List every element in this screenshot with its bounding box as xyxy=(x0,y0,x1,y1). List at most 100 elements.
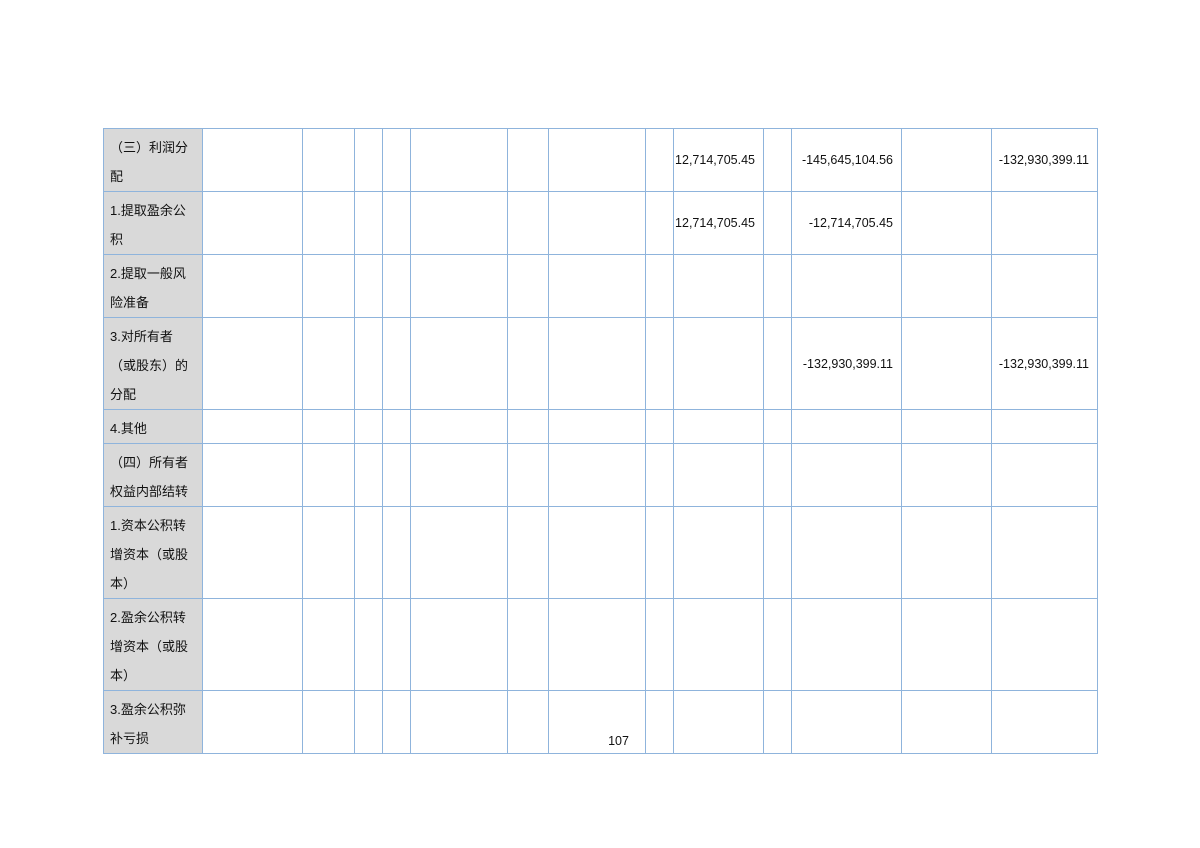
table-cell xyxy=(763,317,792,410)
row-label: （四）所有者权益内部结转 xyxy=(103,443,203,507)
table-cell xyxy=(548,690,646,754)
table-cell xyxy=(901,317,992,410)
table-cell: 12,714,705.45 xyxy=(673,191,764,255)
table-cell xyxy=(354,443,383,507)
table-cell xyxy=(645,409,674,444)
table-cell xyxy=(645,598,674,691)
table-cell: -132,930,399.11 xyxy=(991,128,1098,192)
table-cell xyxy=(382,317,411,410)
table-cell xyxy=(382,598,411,691)
table-cell xyxy=(410,317,508,410)
table-cell xyxy=(410,690,508,754)
row-label: （三）利润分配 xyxy=(103,128,203,192)
table-cell xyxy=(791,254,902,318)
table-cell xyxy=(382,690,411,754)
table-cell xyxy=(354,128,383,192)
table-cell xyxy=(791,598,902,691)
row-label: 4.其他 xyxy=(103,409,203,444)
row-label: 2.提取一般风险准备 xyxy=(103,254,203,318)
table-cell xyxy=(202,254,303,318)
table-cell xyxy=(382,128,411,192)
table-cell xyxy=(507,443,549,507)
table-cell xyxy=(645,506,674,599)
table-row: （四）所有者权益内部结转 xyxy=(103,443,1098,507)
table-cell xyxy=(302,598,355,691)
table-cell: -12,714,705.45 xyxy=(791,191,902,255)
table-cell xyxy=(763,443,792,507)
table-row: 2.提取一般风险准备 xyxy=(103,254,1098,318)
table-cell xyxy=(763,409,792,444)
table-cell xyxy=(302,409,355,444)
table-cell xyxy=(991,254,1098,318)
table-cell xyxy=(991,443,1098,507)
table-cell xyxy=(202,317,303,410)
table-cell xyxy=(302,191,355,255)
table-cell xyxy=(991,506,1098,599)
table-cell xyxy=(901,409,992,444)
table-cell xyxy=(202,191,303,255)
table-row: 1.资本公积转增资本（或股本） xyxy=(103,506,1098,599)
table-cell xyxy=(354,254,383,318)
table-cell xyxy=(302,506,355,599)
table-cell xyxy=(354,191,383,255)
table-cell xyxy=(410,506,508,599)
table-cell xyxy=(763,128,792,192)
table-cell xyxy=(991,191,1098,255)
table-cell xyxy=(410,409,508,444)
table-row: 3.盈余公积弥补亏损 xyxy=(103,690,1098,754)
table-cell xyxy=(991,690,1098,754)
table-cell xyxy=(410,191,508,255)
table-cell: -132,930,399.11 xyxy=(791,317,902,410)
table-cell xyxy=(791,443,902,507)
table-cell xyxy=(673,317,764,410)
table-cell xyxy=(410,443,508,507)
table-cell xyxy=(673,506,764,599)
table-cell xyxy=(901,191,992,255)
table-cell xyxy=(763,506,792,599)
table-cell xyxy=(673,409,764,444)
table-cell xyxy=(507,128,549,192)
table-cell xyxy=(507,506,549,599)
table-cell xyxy=(548,128,646,192)
table-cell xyxy=(382,409,411,444)
table-cell xyxy=(673,443,764,507)
table-cell xyxy=(548,409,646,444)
table-cell xyxy=(202,128,303,192)
table-cell xyxy=(763,598,792,691)
equity-changes-table: （三）利润分配 12,714,705.45 -145,645,104.56 -132,… xyxy=(103,128,1098,754)
table-cell xyxy=(548,598,646,691)
table-cell xyxy=(354,317,383,410)
table-cell: -132,930,399.11 xyxy=(991,317,1098,410)
table-cell xyxy=(202,506,303,599)
table-cell xyxy=(382,191,411,255)
table-cell xyxy=(548,506,646,599)
table-cell xyxy=(354,690,383,754)
table-cell xyxy=(410,598,508,691)
table-cell xyxy=(791,690,902,754)
table-cell xyxy=(410,128,508,192)
table-cell xyxy=(673,598,764,691)
table-row: 3.对所有者（或股东）的分配 -132,930,399.11 -132,930,39… xyxy=(103,317,1098,410)
table-cell xyxy=(673,254,764,318)
table-cell xyxy=(548,191,646,255)
table-cell xyxy=(302,690,355,754)
table-cell xyxy=(548,317,646,410)
table-cell xyxy=(763,690,792,754)
table-cell xyxy=(901,598,992,691)
table-cell: -145,645,104.56 xyxy=(791,128,902,192)
table-cell xyxy=(202,443,303,507)
table-cell xyxy=(791,506,902,599)
table-cell xyxy=(507,690,549,754)
table-cell xyxy=(507,598,549,691)
row-label: 2.盈余公积转增资本（或股本） xyxy=(103,598,203,691)
table-cell xyxy=(507,191,549,255)
table-cell xyxy=(507,317,549,410)
table-cell xyxy=(548,443,646,507)
table-cell xyxy=(507,409,549,444)
page-number: 107 xyxy=(608,734,629,748)
table-cell xyxy=(410,254,508,318)
table-cell xyxy=(202,409,303,444)
table-cell xyxy=(991,598,1098,691)
table-cell xyxy=(548,254,646,318)
table-cell xyxy=(302,317,355,410)
